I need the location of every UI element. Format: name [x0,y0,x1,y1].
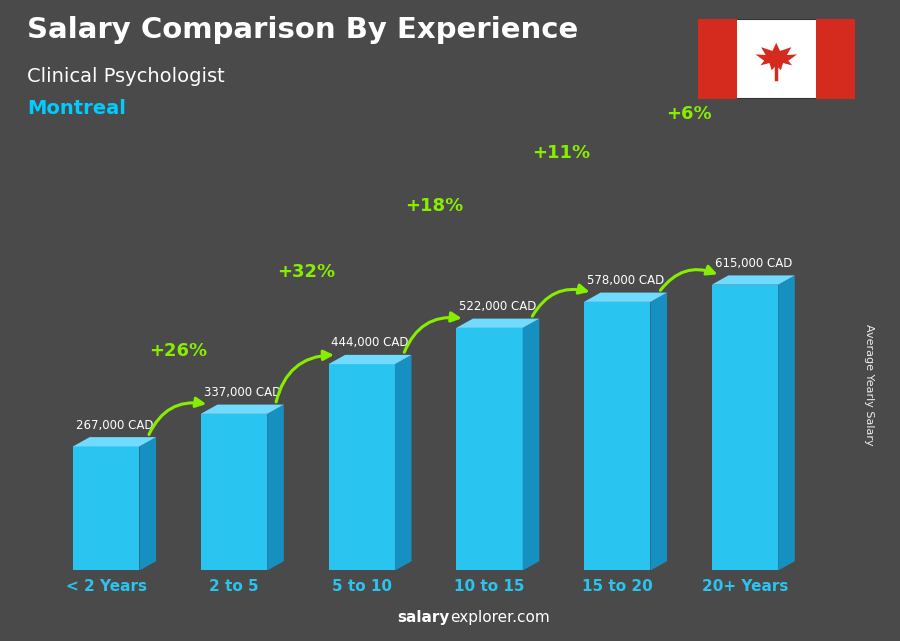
Text: +6%: +6% [667,105,712,123]
Polygon shape [712,285,778,570]
Polygon shape [755,43,797,71]
Bar [698,19,737,99]
Text: Clinical Psychologist: Clinical Psychologist [27,67,225,87]
Text: +11%: +11% [533,144,590,162]
Polygon shape [328,364,395,570]
Polygon shape [456,319,539,328]
Polygon shape [201,404,284,414]
Polygon shape [395,355,411,570]
Text: 337,000 CAD: 337,000 CAD [203,386,281,399]
Polygon shape [584,292,667,302]
Text: 267,000 CAD: 267,000 CAD [76,419,153,431]
Polygon shape [523,319,539,570]
Polygon shape [456,328,523,570]
Text: +32%: +32% [277,263,335,281]
Text: salary: salary [398,610,450,625]
Text: 615,000 CAD: 615,000 CAD [715,257,792,270]
Polygon shape [73,446,140,570]
Polygon shape [712,276,795,285]
Text: +26%: +26% [149,342,208,360]
Text: +18%: +18% [405,197,463,215]
Text: Montreal: Montreal [27,99,126,119]
Polygon shape [651,292,667,570]
Text: explorer.com: explorer.com [450,610,550,625]
Text: 444,000 CAD: 444,000 CAD [331,337,409,349]
Polygon shape [267,404,284,570]
Polygon shape [778,276,795,570]
Polygon shape [328,355,411,364]
Text: 522,000 CAD: 522,000 CAD [459,300,536,313]
Polygon shape [140,437,156,570]
Text: Average Yearly Salary: Average Yearly Salary [863,324,874,445]
Polygon shape [584,302,651,570]
Bar [815,19,855,99]
Text: Salary Comparison By Experience: Salary Comparison By Experience [27,16,578,44]
Text: 578,000 CAD: 578,000 CAD [587,274,664,287]
Polygon shape [201,414,267,570]
Polygon shape [73,437,156,446]
